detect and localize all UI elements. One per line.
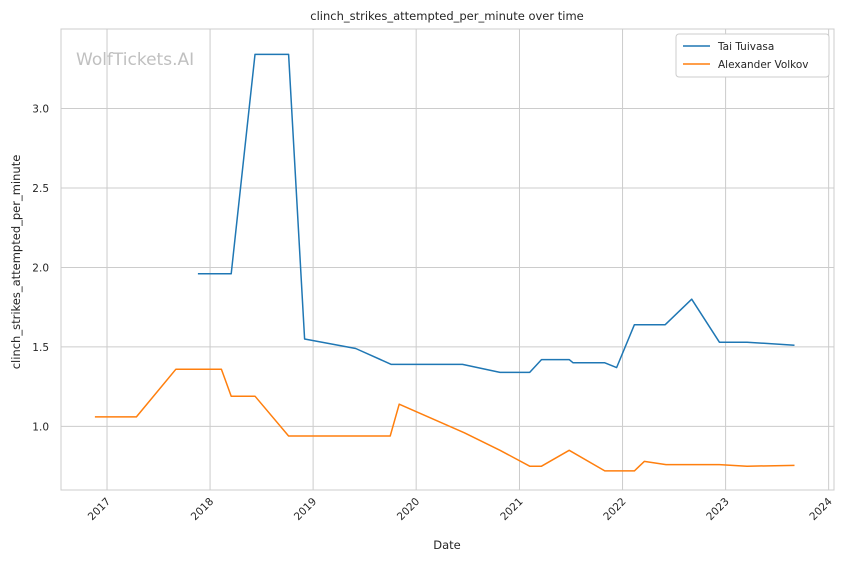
- x-tick-label: 2023: [704, 496, 731, 523]
- x-tick-label: 2020: [395, 496, 422, 523]
- x-tick-label: 2022: [601, 496, 628, 523]
- x-tick-label: 2019: [292, 496, 319, 523]
- chart-legend: Tai Tuivasa Alexander Volkov: [675, 33, 830, 78]
- chart-title: clinch_strikes_attempted_per_minute over…: [310, 9, 583, 23]
- y-tick-label: 1.5: [32, 342, 49, 354]
- y-tick-label: 1.0: [32, 421, 49, 433]
- series-layer: [94, 53, 795, 472]
- axes-frame: [60, 28, 835, 491]
- y-axis-label: clinch_strikes_attempted_per_minute: [9, 155, 23, 370]
- series-line-1: [94, 368, 795, 472]
- watermark-text: WolfTickets.AI: [76, 50, 194, 70]
- legend-label-alexander-volkov: Alexander Volkov: [718, 59, 809, 71]
- y-tick-label: 3.0: [32, 103, 49, 115]
- legend-label-tai-tuivasa: Tai Tuivasa: [717, 41, 774, 53]
- legend-box: [675, 33, 830, 78]
- y-axis-ticks: 1.0 1.5 2.0 2.5 3.0: [32, 103, 49, 433]
- plot-area-border: [60, 28, 835, 491]
- x-tick-label: 2021: [498, 496, 525, 523]
- x-tick-label: 2017: [86, 496, 113, 523]
- x-tick-label: 2024: [807, 495, 835, 523]
- y-tick-label: 2.0: [32, 262, 49, 274]
- x-tick-label: 2018: [189, 496, 216, 523]
- series-line-0: [197, 53, 795, 374]
- grid-layer: [61, 29, 834, 490]
- x-axis-label: Date: [433, 538, 461, 552]
- x-axis-ticks: 2017 2018 2019 2020 2021 2022 2023 2024: [86, 495, 835, 523]
- y-tick-label: 2.5: [32, 183, 49, 195]
